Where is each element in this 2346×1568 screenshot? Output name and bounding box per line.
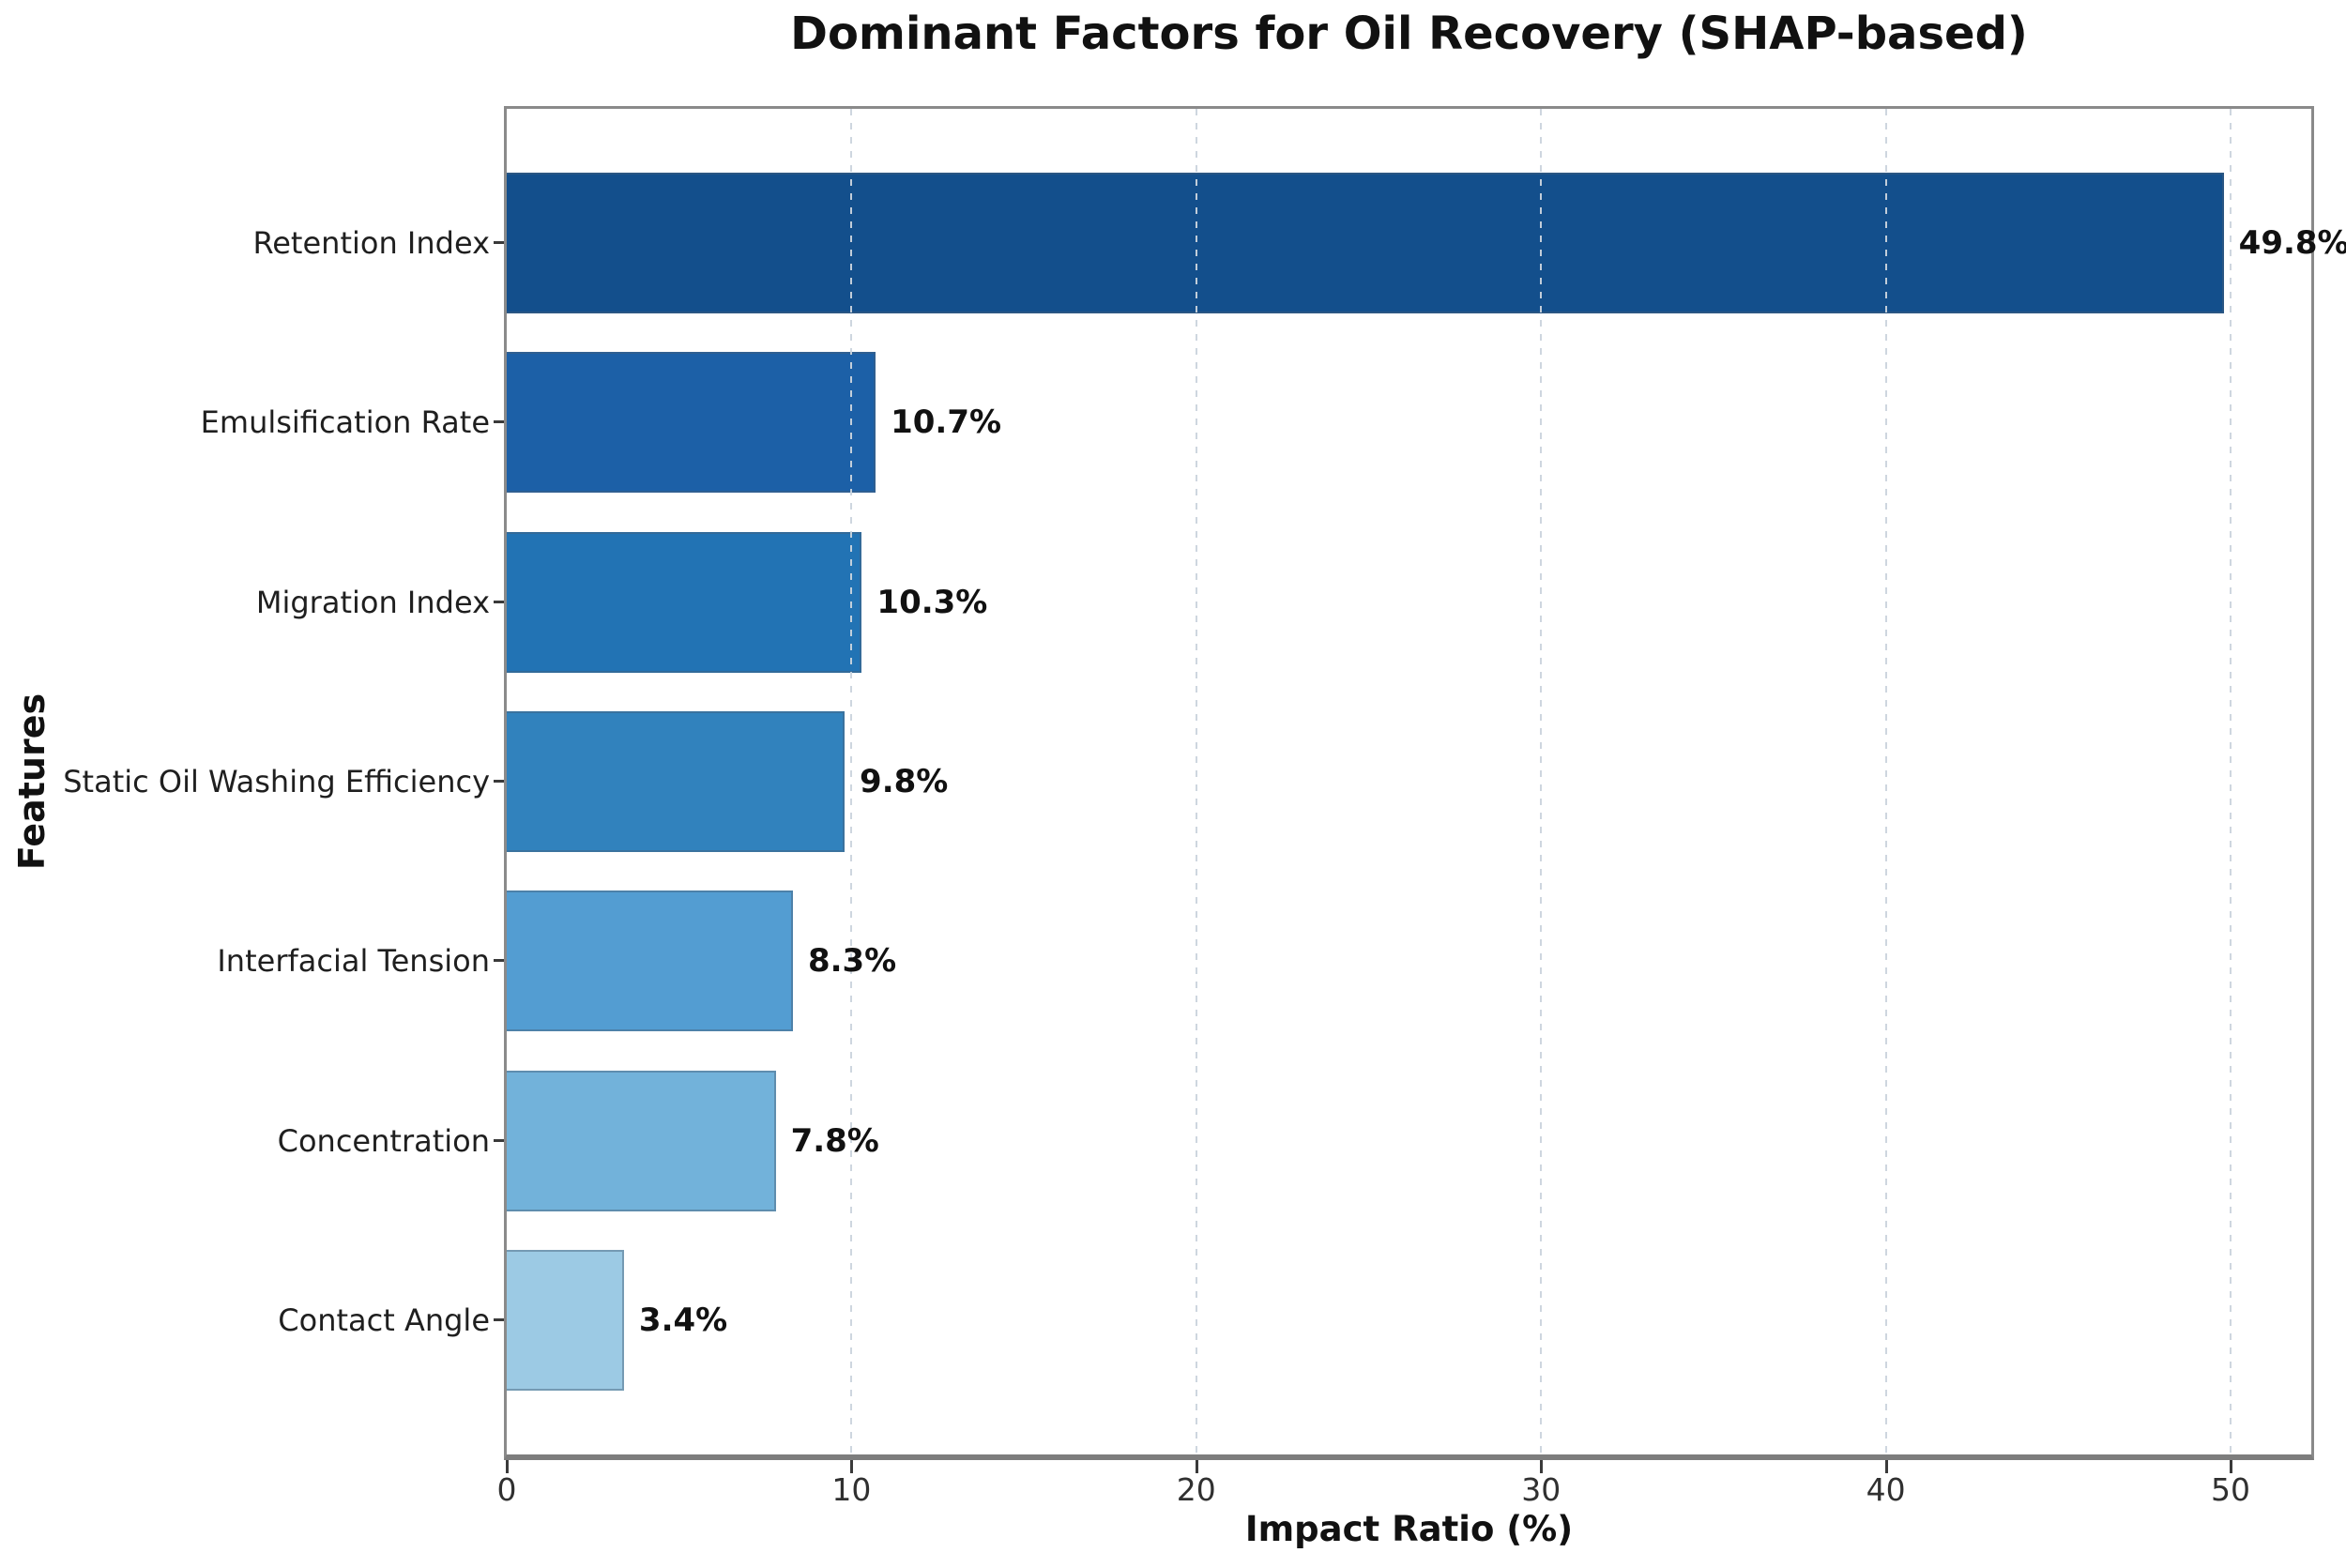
plot-area: 49.8% 10.7% 10.3% 9.8% 8.3% 7.8% 3.4% [504, 106, 2346, 1460]
x-tick-label-10: 10 [831, 1471, 872, 1508]
x-tick-label-50: 50 [2211, 1471, 2251, 1508]
x-tick-label-20: 20 [1176, 1471, 1216, 1508]
category-label-migration-index: Migration Index [255, 584, 490, 620]
category-label-emulsification-rate: Emulsification Rate [200, 404, 490, 441]
value-label-emulsification-rate: 10.7% [891, 403, 1002, 442]
category-label-retention-index: Retention Index [252, 225, 490, 261]
x-tick-label-40: 40 [1866, 1471, 1906, 1508]
x-tick-mark-10 [850, 1460, 854, 1473]
bar-retention-index [507, 173, 2224, 313]
x-tick-mark-20 [1195, 1460, 1198, 1473]
x-tick-mark-50 [2230, 1460, 2233, 1473]
value-label-concentration: 7.8% [790, 1121, 879, 1160]
gridline-x-40 [1884, 109, 1887, 1454]
x-tick-mark-40 [1884, 1460, 1888, 1473]
bar-static-oil-washing-efficiency [507, 710, 845, 852]
x-tick-mark-0 [506, 1460, 509, 1473]
category-label-interfacial-tension: Interfacial Tension [217, 943, 490, 980]
bar-migration-index [507, 531, 862, 673]
category-label-contact-angle: Contact Angle [278, 1302, 490, 1338]
gridline-x-10 [850, 109, 853, 1454]
x-tick-label-0: 0 [496, 1471, 517, 1508]
bar-emulsification-rate [507, 352, 876, 494]
bar-interfacial-tension [507, 891, 793, 1032]
gridline-x-20 [1195, 109, 1197, 1454]
gridline-x-50 [2230, 109, 2232, 1454]
value-label-contact-angle: 3.4% [638, 1301, 728, 1339]
y-tick-mark-static-oil-washing-efficiency [494, 779, 504, 783]
bar-concentration [507, 1070, 776, 1211]
value-label-static-oil-washing-efficiency: 9.8% [860, 762, 949, 800]
y-tick-mark-interfacial-tension [494, 959, 504, 963]
category-label-concentration: Concentration [277, 1122, 490, 1159]
x-axis-label: Impact Ratio (%) [1244, 1509, 1574, 1549]
x-tick-label-30: 30 [1521, 1471, 1561, 1508]
bar-contact-angle [507, 1249, 624, 1391]
category-label-static-oil-washing-efficiency: Static Oil Washing Efficiency [63, 763, 490, 799]
y-tick-mark-retention-index [494, 241, 504, 244]
y-tick-mark-contact-angle [494, 1317, 504, 1321]
chart-title: Dominant Factors for Oil Recovery (SHAP-… [790, 8, 2028, 60]
y-tick-mark-emulsification-rate [494, 420, 504, 424]
y-tick-mark-concentration [494, 1138, 504, 1142]
value-label-interfacial-tension: 8.3% [807, 942, 897, 981]
gridline-x-30 [1540, 109, 1543, 1454]
value-label-retention-index: 49.8% [2238, 224, 2346, 262]
x-tick-mark-30 [1540, 1460, 1544, 1473]
y-tick-mark-migration-index [494, 600, 504, 603]
value-label-migration-index: 10.3% [876, 583, 988, 621]
